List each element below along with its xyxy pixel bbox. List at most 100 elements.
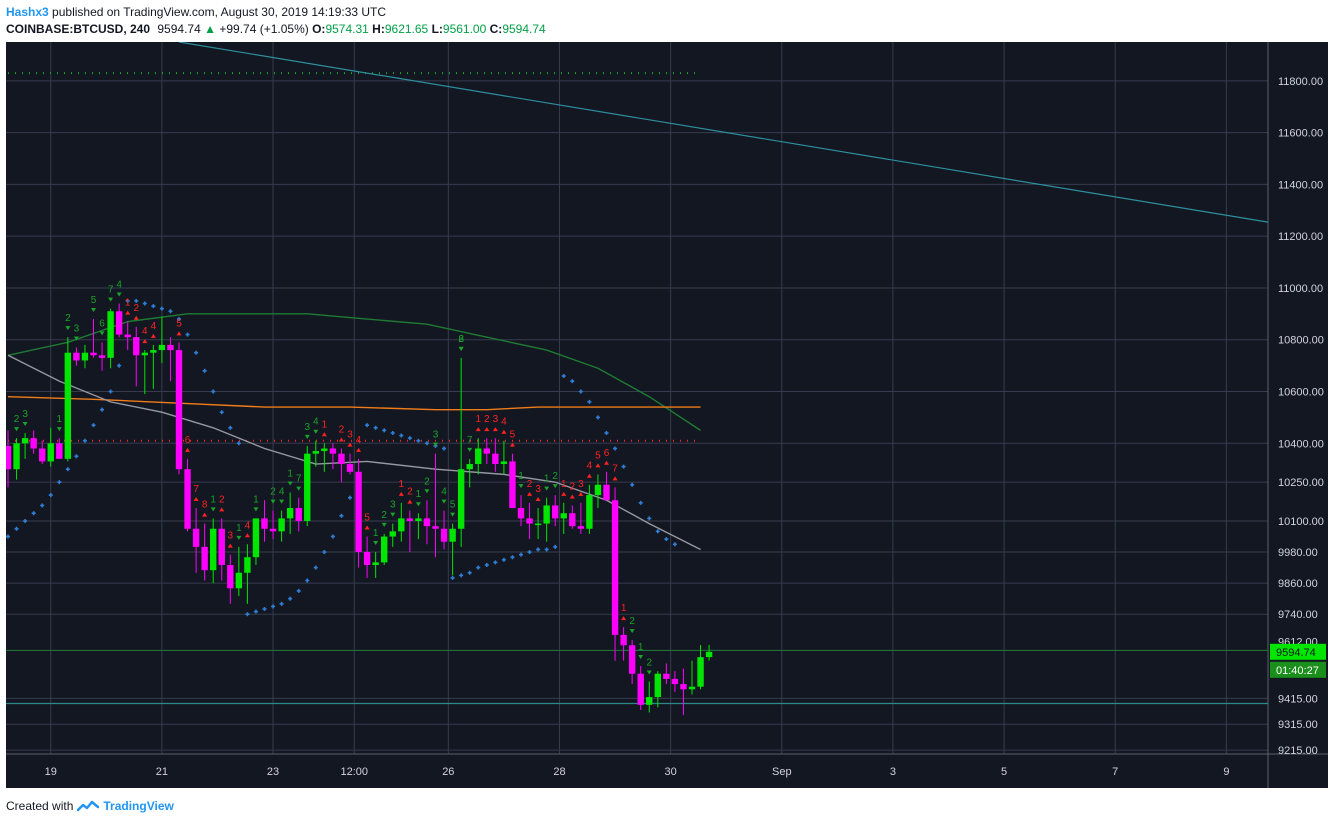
candle-body[interactable]	[47, 443, 54, 462]
candle-body[interactable]	[346, 464, 354, 472]
candle-body[interactable]	[329, 448, 337, 454]
candle-body[interactable]	[688, 686, 696, 690]
candle-body[interactable]	[628, 645, 636, 674]
candle-body[interactable]	[526, 518, 533, 524]
candle-body[interactable]	[312, 451, 319, 454]
td-count-label: 4	[151, 321, 157, 332]
candle-body[interactable]	[603, 484, 610, 501]
candle-body[interactable]	[124, 334, 131, 338]
td-up-triangle-icon	[338, 437, 344, 442]
candle-body[interactable]	[235, 572, 243, 589]
candle-body[interactable]	[509, 461, 516, 509]
td-down-triangle-icon	[467, 447, 473, 452]
candle-body[interactable]	[98, 355, 106, 358]
candle-body[interactable]	[73, 352, 80, 361]
candle-body[interactable]	[304, 453, 311, 521]
candle-body[interactable]	[415, 518, 422, 521]
td-count-label: 3	[493, 414, 499, 425]
time-axis-label: 9	[1223, 766, 1229, 778]
candle-body[interactable]	[432, 526, 439, 529]
candle-body[interactable]	[363, 552, 371, 565]
candle-body[interactable]	[466, 464, 473, 470]
td-count-label: 6	[99, 318, 105, 329]
candle-body[interactable]	[167, 344, 174, 351]
candle-body[interactable]	[13, 443, 20, 470]
candle-body[interactable]	[184, 469, 191, 529]
candle-body[interactable]	[218, 528, 225, 565]
candle-body[interactable]	[646, 697, 653, 705]
candle-body[interactable]	[423, 518, 431, 527]
candle-body[interactable]	[115, 311, 123, 335]
candle-body[interactable]	[483, 448, 490, 454]
candle-body[interactable]	[278, 518, 285, 532]
candle-body[interactable]	[261, 518, 268, 529]
candle-body[interactable]	[133, 337, 140, 356]
candle-body[interactable]	[56, 443, 63, 459]
candle-body[interactable]	[705, 651, 713, 658]
td-count-label: 2	[407, 487, 413, 498]
td-down-triangle-icon	[390, 512, 396, 517]
candle-body[interactable]	[654, 673, 661, 698]
candle-body[interactable]	[295, 508, 302, 521]
candle-body[interactable]	[338, 453, 345, 465]
candle-body[interactable]	[269, 528, 277, 532]
candle-body[interactable]	[244, 557, 251, 573]
candle-body[interactable]	[560, 513, 567, 519]
candle-body[interactable]	[569, 513, 576, 527]
candle-body[interactable]	[611, 500, 619, 635]
candle-body[interactable]	[577, 526, 585, 529]
candle-body[interactable]	[107, 311, 114, 358]
candle-body[interactable]	[381, 536, 388, 563]
candle-body[interactable]	[252, 518, 260, 558]
candle-body[interactable]	[543, 505, 550, 524]
candle-body[interactable]	[372, 562, 379, 565]
candle-body[interactable]	[534, 523, 542, 526]
candle-body[interactable]	[355, 471, 362, 553]
candle-body[interactable]	[201, 546, 208, 571]
candle-body[interactable]	[594, 484, 602, 496]
candle-body[interactable]	[175, 350, 183, 470]
candle-body[interactable]	[321, 448, 328, 452]
candle-body[interactable]	[637, 673, 644, 705]
candle-body[interactable]	[150, 350, 157, 353]
candle-body[interactable]	[440, 528, 448, 542]
candle-body[interactable]	[210, 528, 217, 571]
candle-body[interactable]	[141, 352, 148, 356]
candle-body[interactable]	[517, 508, 525, 519]
candle-body[interactable]	[90, 352, 97, 356]
candle-body[interactable]	[586, 495, 593, 529]
td-count-label: 1	[399, 479, 405, 490]
candle-body[interactable]	[671, 678, 679, 685]
author-link[interactable]: Hashx3	[6, 5, 49, 19]
candle-body[interactable]	[406, 518, 414, 521]
candle-body[interactable]	[192, 528, 200, 547]
candle-body[interactable]	[64, 352, 72, 459]
candle-body[interactable]	[475, 448, 482, 465]
candle-body[interactable]	[398, 518, 405, 532]
candle-body[interactable]	[663, 673, 670, 679]
candle-body[interactable]	[552, 505, 559, 519]
candle-body[interactable]	[449, 528, 456, 542]
td-count-label: 1	[322, 419, 328, 430]
td-up-triangle-icon	[398, 491, 404, 496]
candle-body[interactable]	[39, 448, 46, 462]
candle-body[interactable]	[500, 461, 508, 465]
candle-body[interactable]	[21, 438, 29, 444]
td-down-triangle-icon	[544, 486, 550, 491]
candle-body[interactable]	[389, 531, 396, 537]
candle-body[interactable]	[6, 445, 12, 470]
candle-body[interactable]	[227, 564, 234, 589]
candle-body[interactable]	[680, 684, 687, 690]
candle-body[interactable]	[492, 453, 499, 465]
candle-body[interactable]	[697, 657, 704, 687]
candle-body[interactable]	[158, 344, 166, 351]
candle-body[interactable]	[620, 634, 627, 646]
candle-body[interactable]	[457, 469, 465, 529]
tradingview-brand-link[interactable]: TradingView	[103, 799, 174, 813]
td-up-triangle-icon	[125, 310, 131, 315]
candle-body[interactable]	[30, 438, 37, 449]
candle-body[interactable]	[81, 352, 89, 361]
td-count-label: 1	[475, 414, 481, 425]
candle-body[interactable]	[286, 508, 294, 519]
